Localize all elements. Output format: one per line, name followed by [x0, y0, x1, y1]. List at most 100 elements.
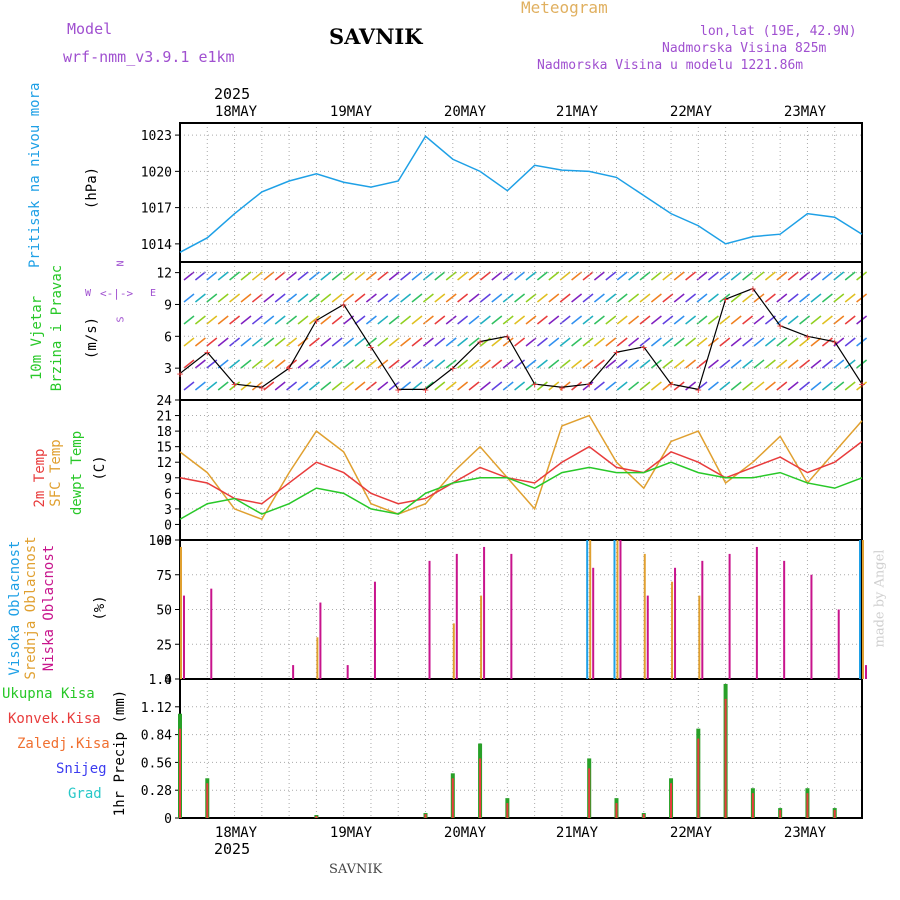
- wind-barb: [685, 359, 697, 369]
- wind-barb: [331, 359, 343, 369]
- wind-barb: [707, 271, 719, 281]
- elevation-label: Nadmorska Visina 825m: [662, 41, 827, 56]
- wind-barb: [320, 293, 332, 303]
- wind-barb: [605, 293, 617, 303]
- wind-barb: [730, 271, 742, 281]
- wind-barb: [422, 293, 434, 303]
- cloud-bar: [589, 540, 592, 679]
- wind-barb: [251, 315, 263, 325]
- wind-barb: [411, 271, 423, 281]
- wind-barb: [525, 271, 537, 281]
- x-tick-label-bottom: 20MAY: [444, 825, 487, 841]
- cloud-bar: [292, 665, 295, 679]
- wind-barb: [673, 337, 685, 347]
- wind-barb: [251, 337, 263, 347]
- wind-barb: [753, 359, 765, 369]
- wind-barb: [536, 359, 548, 369]
- wind-barb: [810, 293, 822, 303]
- wind-barb: [354, 381, 366, 391]
- wind-barb: [616, 337, 628, 347]
- sfc-temp-line: [179, 414, 863, 521]
- cloud-bar: [455, 553, 458, 679]
- wind-barb: [251, 381, 263, 391]
- wind-barb: [354, 337, 366, 347]
- wind-marker: +: [259, 381, 266, 394]
- wind-barb: [274, 337, 286, 347]
- wind-barb: [434, 337, 446, 347]
- wind-barb: [286, 381, 298, 391]
- x-tick-label-bottom: 21MAY: [556, 825, 599, 841]
- wind-barb: [183, 293, 195, 303]
- wind-barb: [194, 359, 206, 369]
- wind-barb: [582, 337, 594, 347]
- y-tick-label: 1014: [141, 238, 172, 253]
- wind-barb: [650, 381, 662, 391]
- wind-barb: [628, 337, 640, 347]
- wind-barb: [719, 315, 731, 325]
- wind-barb: [559, 293, 571, 303]
- wind-barb: [308, 359, 320, 369]
- wind-barb: [331, 271, 343, 281]
- wind-barb: [388, 271, 400, 281]
- wind-barb: [628, 315, 640, 325]
- wind-marker: +: [831, 336, 838, 349]
- footer-station: SAVNIK: [329, 862, 383, 877]
- y-tick-label: 3: [164, 503, 172, 518]
- wind-barb: [240, 337, 252, 347]
- x-tick-label-bottom: 19MAY: [330, 825, 373, 841]
- y-tick-label: 1.4: [149, 673, 173, 688]
- wind-barb: [810, 359, 822, 369]
- wind-barb: [400, 315, 412, 325]
- wind-barb: [331, 293, 343, 303]
- wind-barb: [742, 271, 754, 281]
- y-tick-label: 12: [156, 456, 172, 471]
- wind-barb: [742, 359, 754, 369]
- precip-bar-conv: [315, 816, 318, 818]
- wind-barb: [514, 293, 526, 303]
- wind-barb: [468, 359, 480, 369]
- wind-barb: [411, 381, 423, 391]
- wind-barb: [400, 293, 412, 303]
- wind-barb: [844, 359, 856, 369]
- wind-marker: +: [177, 367, 184, 380]
- wind-barb: [183, 271, 195, 281]
- wind-barb: [593, 337, 605, 347]
- wind-barb: [753, 271, 765, 281]
- wind-barb: [217, 271, 229, 281]
- wind-barb: [593, 315, 605, 325]
- wind-barb: [206, 337, 218, 347]
- wind-barb: [776, 337, 788, 347]
- wind-barb: [559, 381, 571, 391]
- wind-barb: [297, 271, 309, 281]
- wind-barb: [514, 359, 526, 369]
- wind-barb: [628, 359, 640, 369]
- y-tick-label: 0.28: [141, 784, 172, 799]
- wind-barb: [297, 381, 309, 391]
- wind-barb: [343, 337, 355, 347]
- cloud-bar: [180, 546, 182, 679]
- wind-barb: [799, 293, 811, 303]
- wind-barb: [616, 381, 628, 391]
- x-tick-label-bottom: 23MAY: [784, 825, 827, 841]
- wind-barb: [719, 359, 731, 369]
- wind-barb: [821, 359, 833, 369]
- y-tick-label: 21: [156, 410, 172, 425]
- y-tick-label: 18: [156, 425, 172, 440]
- wind-marker: +: [859, 378, 866, 391]
- precip-bar-conv: [806, 793, 809, 818]
- wind-barb: [799, 315, 811, 325]
- wind-barb: [286, 315, 298, 325]
- dewpoint-line: [179, 461, 863, 520]
- wind-marker: +: [777, 320, 784, 333]
- wind-barb: [616, 293, 628, 303]
- cloud-bar: [701, 560, 704, 679]
- wind-barb: [377, 271, 389, 281]
- wind-barb: [571, 337, 583, 347]
- wind-barb: [548, 315, 560, 325]
- wind-barb: [810, 381, 822, 391]
- wind-barb: [685, 271, 697, 281]
- y-tick-label: 1017: [141, 202, 172, 217]
- wind-barb: [365, 359, 377, 369]
- wind-barb: [502, 271, 514, 281]
